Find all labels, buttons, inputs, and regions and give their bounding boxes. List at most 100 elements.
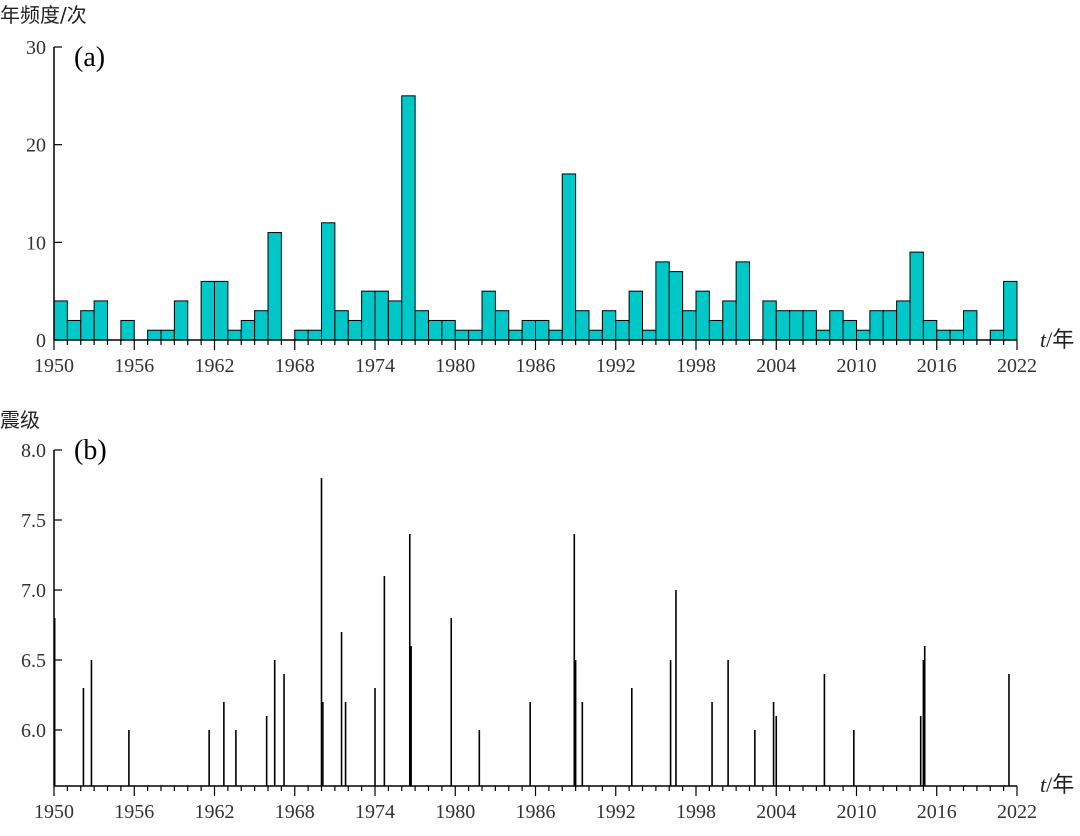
panel-a-x-axis-symbol: t: [1040, 327, 1047, 352]
panel-a-bar: [601, 310, 617, 341]
panel-a-x-tick-label: 1974: [355, 355, 395, 377]
panel-b-x-tick-label: 1998: [676, 801, 716, 823]
panel-a-y-tick-label: 30: [26, 37, 46, 59]
panel-a-bar: [321, 222, 336, 341]
panel-a-bar: [160, 329, 175, 341]
panel-b-x-tick-label: 1956: [114, 801, 154, 823]
panel-a-bar: [267, 232, 282, 341]
panel-a-bar: [147, 329, 162, 341]
panel-a-bar: [775, 310, 791, 341]
panel-a-bar: [214, 280, 229, 341]
panel-a-bar: [227, 329, 242, 341]
panel-a-bar: [588, 329, 603, 341]
panel-a-y-tick-label: 20: [26, 135, 46, 157]
panel-a-bar: [896, 300, 911, 341]
panel-a-bar: [120, 319, 135, 341]
panel-a-bar: [829, 310, 844, 341]
panel-b-x-tick-label: 1986: [516, 801, 556, 823]
panel-b-x-axis-unit: /年: [1046, 772, 1074, 797]
panel-b-x-tick-label: 1968: [275, 801, 315, 823]
panel-a-x-tick-label: 1992: [596, 355, 636, 377]
panel-b-x-tick-label: 2010: [837, 801, 877, 823]
panel-a-bar: [695, 290, 710, 341]
panel-b-x-axis-title: t/年: [1040, 772, 1074, 797]
panel-a-bar: [240, 319, 256, 341]
panel-b-y-axis-title: 震级: [0, 408, 40, 432]
panel-a-bar: [642, 329, 657, 341]
panel-a-bar: [708, 319, 724, 341]
panel-a-bar: [856, 329, 871, 341]
panel-a-y-tick-label: 0: [36, 330, 46, 352]
panel-a-bar: [441, 319, 456, 341]
panel-a-bar: [535, 319, 550, 341]
panel-a-x-axis-unit: /年: [1046, 327, 1074, 352]
panel-b-y-tick-label: 7.0: [21, 580, 46, 602]
panel-a-y-tick-label: 10: [26, 232, 46, 254]
panel-a-bar: [963, 310, 978, 341]
panel-a-bar: [561, 173, 577, 341]
panel-b-label: (b): [74, 435, 107, 466]
panel-a-bar: [468, 329, 483, 341]
panel-a-x-tick-label: 1956: [114, 355, 154, 377]
panel-a-bar: [307, 329, 322, 341]
panel-b-x-tick-label: 2022: [997, 801, 1037, 823]
panel-a-bar: [508, 329, 523, 341]
panel-a-x-tick-label: 2016: [917, 355, 957, 377]
panel-a-bar: [869, 310, 884, 341]
panel-b-x-tick-label: 1962: [195, 801, 235, 823]
panel-b-x-tick-label: 1974: [355, 801, 395, 823]
panel-b-x-axis-symbol: t: [1040, 772, 1047, 797]
panel-a-bar: [428, 319, 443, 341]
panel-b-stems: [53, 478, 1010, 786]
panel-a-x-tick-label: 2022: [997, 355, 1037, 377]
panel-a-bar: [936, 329, 951, 341]
panel-a-axes: 1950 1956 1962 1968 1974 1980 1986 1992 1998 2004…: [26, 37, 1037, 377]
panel-a-x-tick-label: 2004: [756, 355, 796, 377]
panel-a-bar: [53, 300, 68, 341]
panel-b-x-tick-label: 1980: [435, 801, 475, 823]
panel-a-x-axis-title: t/年: [1040, 327, 1074, 352]
panel-a-bar: [815, 329, 831, 341]
panel-b-x-tick-label: 2016: [917, 801, 957, 823]
panel-a-bar: [548, 329, 563, 341]
panel-a-bar: [882, 310, 898, 341]
panel-a-bar: [722, 300, 737, 341]
panel-a-bar: [628, 290, 643, 341]
panel-a-bar: [615, 319, 630, 341]
panel-a-bar: [200, 280, 215, 341]
panel-a-bar: [387, 300, 403, 341]
panel-b-axes: 1950 1956 1962 1968 1974 1980 1986 1992 1998 2004…: [21, 440, 1037, 823]
panel-a-bars: [53, 95, 1018, 341]
panel-b-x-tick-label: 1992: [596, 801, 636, 823]
panel-b-y-tick-label: 8.0: [21, 440, 46, 462]
panel-a-annual-frequency: 年频度/次 (a) 1950 1956 1962 1968 1974 1980 1986 19…: [0, 3, 1074, 377]
panel-a-bar: [66, 319, 82, 341]
panel-a-bar: [361, 290, 376, 341]
panel-a-bar: [682, 310, 697, 341]
panel-b-x-tick-label: 1950: [34, 801, 74, 823]
panel-a-bar: [735, 261, 750, 341]
panel-a-bar: [414, 310, 429, 341]
panel-a-bar: [762, 300, 777, 341]
panel-a-bar: [294, 329, 309, 341]
panel-a-bar: [374, 290, 389, 341]
panel-a-bar: [481, 290, 496, 341]
panel-a-bar: [575, 310, 590, 341]
panel-a-bar: [93, 300, 108, 341]
panel-a-x-tick-label: 1950: [34, 355, 74, 377]
panel-a-x-tick-label: 1968: [275, 355, 315, 377]
panel-a-bar: [334, 310, 349, 341]
panel-a-bar: [802, 310, 817, 341]
panel-a-x-tick-label: 2010: [837, 355, 877, 377]
panel-a-bar: [789, 310, 804, 341]
panel-b-y-tick-label: 6.0: [21, 720, 46, 742]
panel-a-bar: [494, 310, 510, 341]
panel-a-label: (a): [74, 42, 105, 73]
panel-a-bar: [842, 319, 857, 341]
panel-a-y-axis-title: 年频度/次: [0, 3, 87, 27]
panel-a-x-tick-label: 1998: [676, 355, 716, 377]
panel-a-bar: [454, 329, 470, 341]
panel-a-x-tick-label: 1962: [195, 355, 235, 377]
panel-a-bar: [949, 329, 964, 341]
